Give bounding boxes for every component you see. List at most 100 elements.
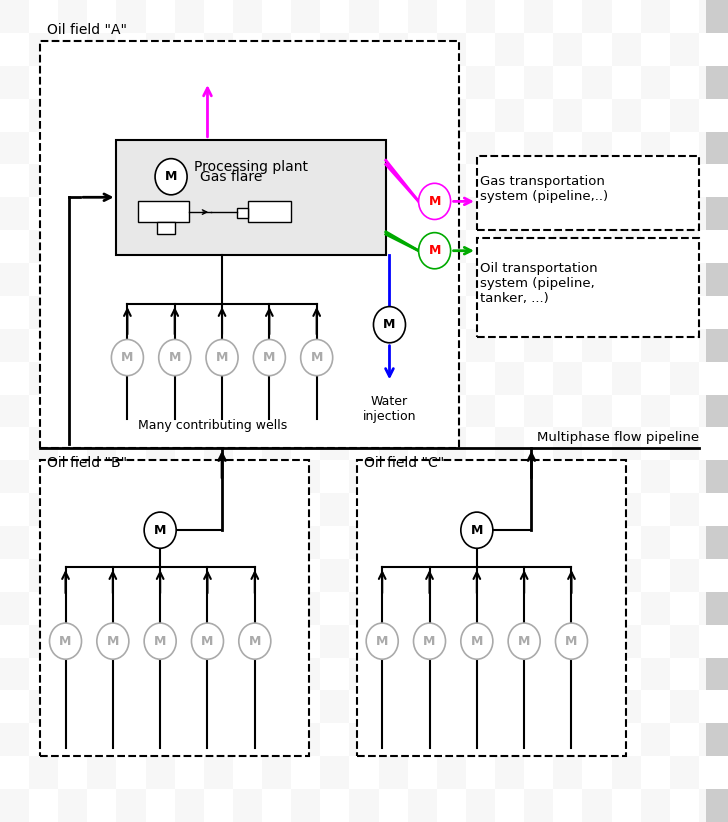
Bar (262, 362, 291, 395)
Bar (495, 230, 524, 263)
Bar (175, 460, 204, 493)
Bar (349, 395, 379, 427)
Bar (524, 592, 553, 625)
Circle shape (301, 339, 333, 376)
Bar (582, 526, 612, 559)
Bar (495, 625, 524, 658)
Bar (0, 723, 29, 756)
Bar (437, 230, 466, 263)
Bar (87, 559, 116, 592)
Bar (175, 789, 204, 822)
Bar (612, 296, 641, 329)
Bar (87, 690, 116, 723)
Bar (87, 427, 116, 460)
Bar (670, 230, 699, 263)
Bar (0, 66, 29, 99)
Bar (641, 658, 670, 690)
Bar (320, 625, 349, 658)
Bar (495, 493, 524, 526)
Circle shape (366, 623, 398, 659)
Text: M: M (264, 351, 275, 364)
Circle shape (461, 623, 493, 659)
Bar (58, 658, 87, 690)
Bar (670, 493, 699, 526)
Bar (553, 690, 582, 723)
Bar (582, 0, 612, 33)
Bar (233, 197, 262, 230)
Bar (29, 164, 58, 197)
Bar (320, 756, 349, 789)
Bar (116, 329, 146, 362)
Bar (379, 427, 408, 460)
Bar (437, 559, 466, 592)
Bar (641, 723, 670, 756)
Bar (699, 592, 728, 625)
Bar (146, 99, 175, 132)
Bar (437, 690, 466, 723)
Bar (379, 625, 408, 658)
Bar (699, 329, 728, 362)
Bar (146, 493, 175, 526)
Bar (466, 789, 495, 822)
Bar (204, 493, 233, 526)
Bar (553, 230, 582, 263)
Circle shape (144, 512, 176, 548)
Text: M: M (154, 635, 166, 648)
Bar (320, 296, 349, 329)
Bar (612, 164, 641, 197)
Bar (553, 362, 582, 395)
Bar (349, 789, 379, 822)
Text: Oil transportation
system (pipeline,
tanker, ...): Oil transportation system (pipeline, tan… (480, 262, 598, 305)
Bar (204, 756, 233, 789)
Text: M: M (165, 170, 177, 183)
Bar (87, 230, 116, 263)
Text: M: M (424, 635, 435, 648)
Bar (408, 132, 437, 164)
Bar (204, 427, 233, 460)
Text: Oil field "C": Oil field "C" (364, 456, 444, 470)
Bar (670, 427, 699, 460)
Bar (349, 263, 379, 296)
Bar (437, 625, 466, 658)
Bar (349, 329, 379, 362)
Circle shape (239, 623, 271, 659)
Bar (262, 690, 291, 723)
Bar (699, 526, 728, 559)
Bar (524, 658, 553, 690)
Bar (138, 201, 189, 222)
Bar (582, 66, 612, 99)
Bar (349, 592, 379, 625)
Text: M: M (471, 524, 483, 537)
Bar (233, 789, 262, 822)
Text: Many contributing wells: Many contributing wells (138, 419, 288, 432)
Bar (670, 296, 699, 329)
Bar (408, 0, 437, 33)
Circle shape (461, 512, 493, 548)
Text: M: M (376, 635, 388, 648)
Bar (291, 66, 320, 99)
Bar (58, 197, 87, 230)
Bar (408, 329, 437, 362)
Bar (641, 132, 670, 164)
Bar (582, 197, 612, 230)
Bar (699, 723, 728, 756)
Bar (524, 197, 553, 230)
Bar (29, 99, 58, 132)
Bar (437, 427, 466, 460)
Bar (262, 427, 291, 460)
Bar (408, 526, 437, 559)
Bar (495, 33, 524, 66)
Bar (699, 197, 728, 230)
Bar (477, 156, 699, 230)
Bar (437, 33, 466, 66)
Bar (699, 395, 728, 427)
Text: M: M (122, 351, 133, 364)
Circle shape (155, 159, 187, 195)
Circle shape (111, 339, 143, 376)
Bar (175, 197, 204, 230)
Bar (87, 625, 116, 658)
Bar (466, 658, 495, 690)
Bar (0, 132, 29, 164)
Bar (320, 33, 349, 66)
Bar (641, 66, 670, 99)
